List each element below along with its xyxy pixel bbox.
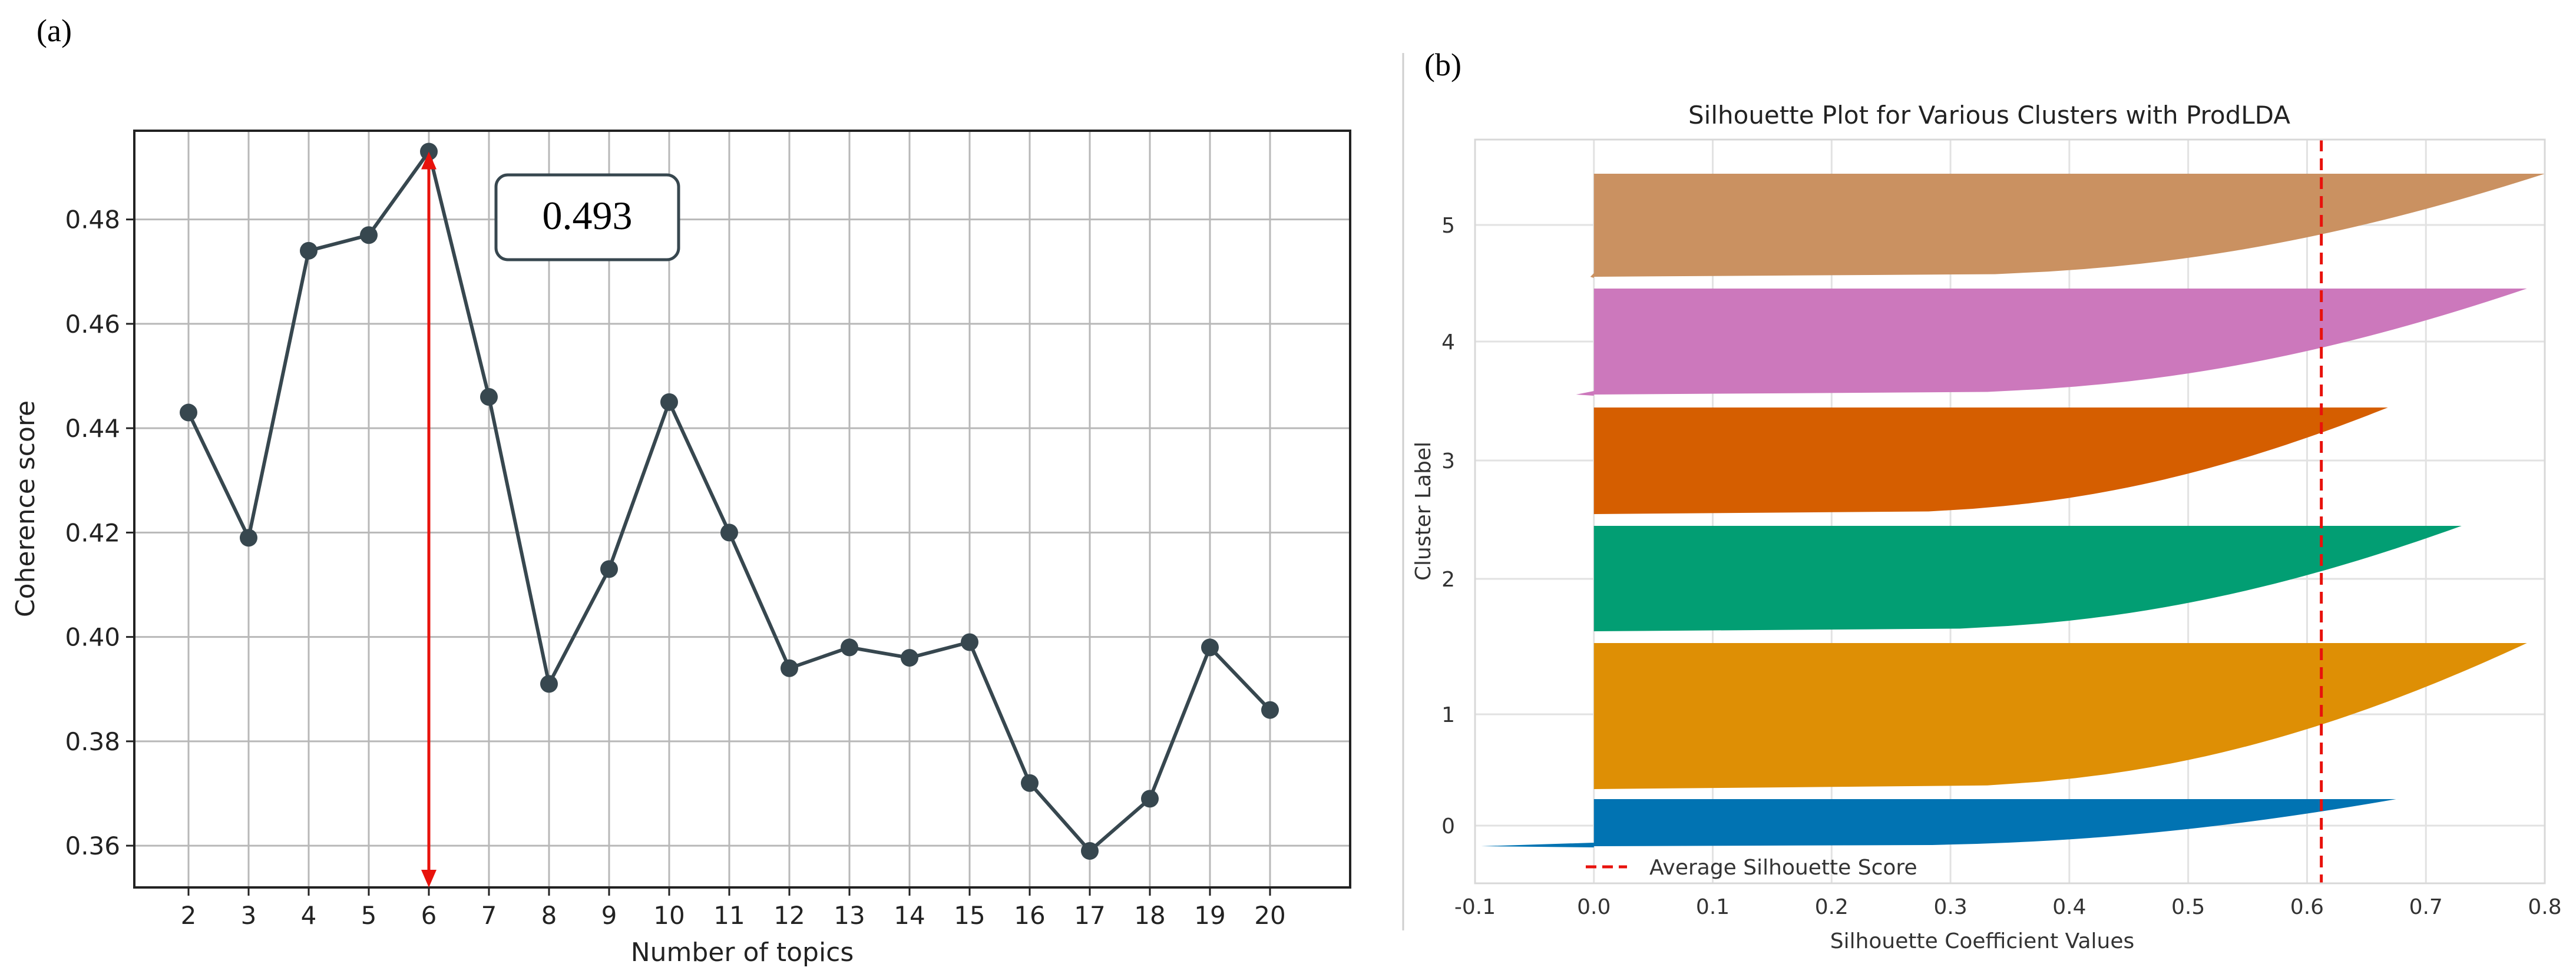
coherence-point <box>720 524 738 542</box>
coherence-point <box>240 529 257 547</box>
coherence-point <box>961 633 978 651</box>
panel-b-y-tick-label: 5 <box>1441 214 1455 238</box>
panel-a-x-tick-label: 7 <box>481 901 497 930</box>
peak-arrow-head-bottom <box>421 870 437 887</box>
silhouette-band-cluster-5 <box>1590 174 2545 278</box>
panel-b-y-tick-label: 2 <box>1441 568 1455 592</box>
panel-a-x-tick-label: 12 <box>773 901 805 930</box>
panel-a-x-tick-label: 9 <box>601 901 617 930</box>
coherence-point <box>660 393 678 411</box>
panel-b-y-tick-label: 0 <box>1441 814 1455 839</box>
panel-a-plot-frame <box>133 130 1351 889</box>
coherence-point <box>1021 774 1039 792</box>
panel-a-x-tick-label: 6 <box>421 901 437 930</box>
panel-b-y-axis-label: Cluster Label <box>1411 442 1436 581</box>
coherence-point <box>600 560 618 578</box>
panel-a-x-tick-label: 8 <box>541 901 557 930</box>
panel-b-x-tick-label: 0.8 <box>2528 895 2561 919</box>
panel-b-x-tick-label: -0.1 <box>1454 895 1496 919</box>
panel-b-x-tick-label: 0.7 <box>2409 895 2443 919</box>
panel-a-y-tick-label: 0.46 <box>65 310 120 339</box>
coherence-point <box>1201 638 1219 657</box>
panel-b-plot-frame <box>1474 138 2546 884</box>
silhouette-band-cluster-1 <box>1593 643 2527 789</box>
peak-arrow-head-top <box>421 151 437 170</box>
panel-b-x-tick-label: 0.5 <box>2171 895 2205 919</box>
panel-b-x-tick-label: 0.1 <box>1696 895 1730 919</box>
panel-b-x-axis-label: Silhouette Coefficient Values <box>1830 929 2135 953</box>
silhouette-band-cluster-4 <box>1576 289 2527 396</box>
panel-a-x-tick-label: 17 <box>1074 901 1105 930</box>
panel-b-label: (b) <box>1424 47 1461 82</box>
peak-value-box <box>494 173 680 261</box>
panel-b-x-tick-label: 0.0 <box>1577 895 1611 919</box>
panel-b-y-tick-label: 4 <box>1441 330 1455 355</box>
panel-a-x-tick-label: 2 <box>181 901 197 930</box>
panel-b-y-tick-label: 1 <box>1441 703 1455 727</box>
coherence-point <box>180 403 197 422</box>
panel-a-x-tick-label: 15 <box>954 901 985 930</box>
panel-b-legend: Average Silhouette Score <box>1586 856 1917 880</box>
panel-b-y-tick-label: 3 <box>1441 449 1455 473</box>
panel-a-x-axis-label: Number of topics <box>631 937 854 968</box>
coherence-point <box>540 675 558 693</box>
panel-a-x-tick-label: 20 <box>1254 901 1285 930</box>
peak-value-label: 0.493 <box>543 193 633 238</box>
coherence-point <box>1261 701 1279 719</box>
panel-a-x-tick-label: 13 <box>834 901 865 930</box>
panel-a-x-tick-label: 18 <box>1134 901 1165 930</box>
silhouette-band-cluster-3 <box>1593 408 2388 514</box>
panel-a-y-tick-label: 0.42 <box>65 518 120 547</box>
panel-b-ticks: -0.1 0.0 0.1 0.2 0.3 0.4 0.5 0.6 0.7 0.8 0 1 2 3 4 5 <box>1441 214 2562 919</box>
panel-a-y-axis-label: Coherence score <box>11 400 41 617</box>
panel-b-x-tick-label: 0.2 <box>1815 895 1848 919</box>
panel-b-title: Silhouette Plot for Various Clusters wit… <box>1688 101 2290 130</box>
coherence-point <box>1081 842 1099 860</box>
coherence-point <box>360 226 378 244</box>
coherence-point <box>781 659 798 677</box>
panel-a-y-tick-label: 0.38 <box>65 727 120 756</box>
panel-a-y-tick-label: 0.36 <box>65 831 120 860</box>
panel-a-y-tick-label: 0.44 <box>65 414 120 443</box>
coherence-point <box>300 241 318 260</box>
silhouette-band-cluster-0 <box>1481 799 2396 847</box>
panel-a-annotation: 0.493 <box>421 151 680 887</box>
panel-a-label: (a) <box>37 13 72 48</box>
coherence-point <box>1141 790 1159 808</box>
panel-a-x-tick-label: 5 <box>361 901 377 930</box>
panel-a-x-tick-label: 4 <box>301 901 317 930</box>
panel-a-x-tick-label: 16 <box>1014 901 1045 930</box>
panel-a-x-tick-label: 3 <box>241 901 257 930</box>
panel-b-x-tick-label: 0.3 <box>1933 895 1967 919</box>
panel-b-silhouette-bands <box>1481 174 2545 847</box>
panel-a-x-tick-label: 14 <box>894 901 925 930</box>
panel-a-x-tick-label: 10 <box>653 901 684 930</box>
panel-a-grid <box>134 131 1350 887</box>
coherence-point <box>480 387 498 406</box>
panel-a-x-tick-label: 11 <box>713 901 745 930</box>
panel-b-x-tick-label: 0.4 <box>2052 895 2086 919</box>
silhouette-band-cluster-2 <box>1593 526 2462 631</box>
coherence-point <box>841 638 858 657</box>
coherence-point <box>901 649 918 667</box>
panel-b-x-tick-label: 0.6 <box>2290 895 2324 919</box>
legend-label: Average Silhouette Score <box>1649 856 1917 880</box>
panel-a-ticks: 2 3 4 5 6 7 8 9 10 11 12 13 14 15 16 17 18 19 20 0.36 0.38 0.… <box>65 206 1285 930</box>
panel-a-x-tick-label: 19 <box>1194 901 1225 930</box>
panel-a-y-tick-label: 0.40 <box>65 623 120 652</box>
panel-a-y-tick-label: 0.48 <box>65 206 120 234</box>
